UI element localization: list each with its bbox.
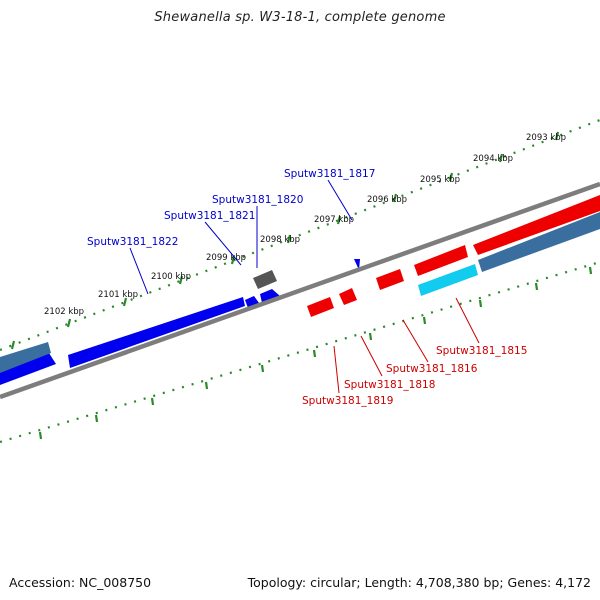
blue-gene-labels: Sputw3181_1817 Sputw3181_1820 Sputw3181_… xyxy=(87,168,375,248)
blue-leader-lines xyxy=(129,179,353,295)
kbp-label: 2094 kbp xyxy=(473,154,513,164)
gene-label-sputw3181-1818[interactable]: Sputw3181_1818 xyxy=(344,379,435,391)
kbp-label: 2098 kbp xyxy=(260,235,300,245)
map-title: Shewanella sp. W3-18-1, complete genome xyxy=(154,10,446,25)
cds-arrow-red[interactable] xyxy=(376,269,404,290)
gene-label-sputw3181-1819[interactable]: Sputw3181_1819 xyxy=(302,395,393,407)
cyan-feature[interactable] xyxy=(418,264,478,296)
gene-label-sputw3181-1816[interactable]: Sputw3181_1816 xyxy=(386,363,478,375)
steel-feature[interactable] xyxy=(478,212,600,272)
kbp-label: 2095 kbp xyxy=(420,175,460,185)
gene-label-sputw3181-1820[interactable]: Sputw3181_1820 xyxy=(212,194,303,206)
steel-feature[interactable] xyxy=(0,342,51,373)
gene-label-sputw3181-1822[interactable]: Sputw3181_1822 xyxy=(87,236,178,248)
cds-marker-blue[interactable] xyxy=(354,259,360,270)
reverse-cds-track xyxy=(307,195,600,317)
cds-arrow-blue[interactable] xyxy=(68,297,245,368)
lower-scale-track xyxy=(0,260,600,444)
gray-feature[interactable] xyxy=(253,270,277,289)
lower-major-ticks xyxy=(38,266,593,440)
kbp-label: 2102 kbp xyxy=(44,307,84,317)
topology-text: Topology: circular; Length: 4,708,380 bp… xyxy=(247,575,591,590)
accession-text: Accession: NC_008750 xyxy=(9,575,152,590)
kbp-label: 2096 kbp xyxy=(367,195,407,205)
forward-cds-track xyxy=(0,259,360,385)
upper-scale-dots xyxy=(0,118,600,352)
cds-arrow-red[interactable] xyxy=(307,297,334,317)
upper-scale-track xyxy=(0,118,600,352)
cds-arrow-blue[interactable] xyxy=(0,350,56,385)
gene-label-sputw3181-1821[interactable]: Sputw3181_1821 xyxy=(164,210,255,222)
red-gene-labels: Sputw3181_1815 Sputw3181_1816 Sputw3181_… xyxy=(302,345,527,407)
cds-arrow-red[interactable] xyxy=(339,288,357,305)
upper-major-ticks xyxy=(10,131,560,350)
cds-arrow-blue[interactable] xyxy=(245,296,259,308)
kbp-label: 2101 kbp xyxy=(98,290,138,300)
kbp-label: 2097 kbp xyxy=(314,215,354,225)
genome-backbone xyxy=(0,181,600,400)
kbp-labels: 2093 kbp 2094 kbp 2095 kbp 2096 kbp 2097… xyxy=(44,133,566,317)
gene-label-sputw3181-1815[interactable]: Sputw3181_1815 xyxy=(436,345,527,357)
steel-track xyxy=(0,212,600,373)
cds-arrow-red[interactable] xyxy=(414,245,468,276)
kbp-label: 2100 kbp xyxy=(151,272,191,282)
kbp-label: 2099 kbp xyxy=(206,253,246,263)
gene-label-sputw3181-1817[interactable]: Sputw3181_1817 xyxy=(284,168,375,180)
cds-arrow-blue[interactable] xyxy=(260,289,280,303)
kbp-label: 2093 kbp xyxy=(526,133,566,143)
cds-arrow-red[interactable] xyxy=(473,195,600,255)
red-leader-lines xyxy=(333,297,480,394)
